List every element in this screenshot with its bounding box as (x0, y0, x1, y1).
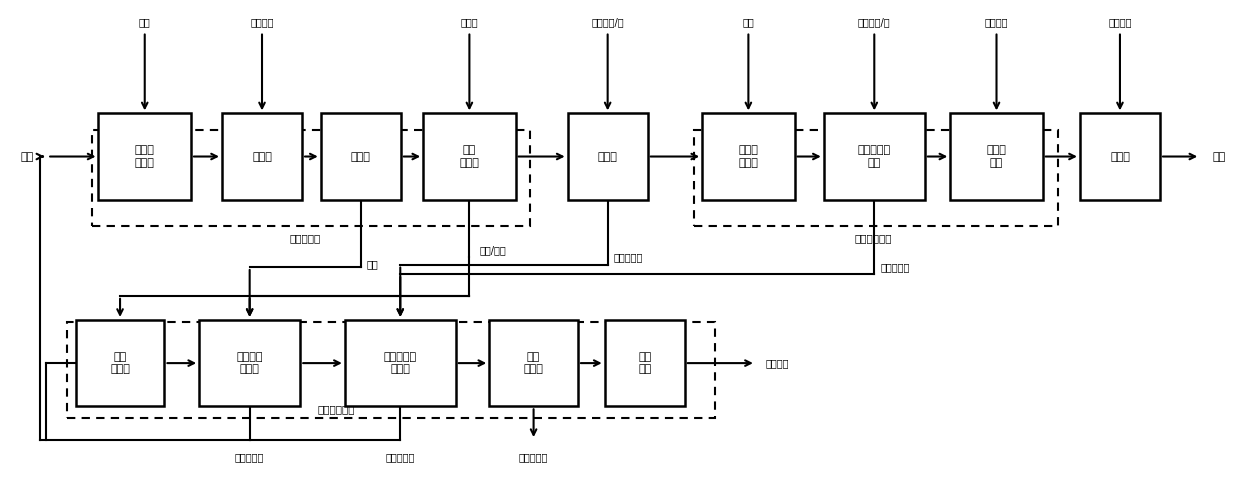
Bar (222, 113, 303, 200)
Text: 砂滤池: 砂滤池 (598, 152, 618, 161)
Text: 溶气水: 溶气水 (460, 17, 479, 27)
Text: 浮渣
脱气池: 浮渣 脱气池 (110, 352, 130, 374)
Text: 上清液回流: 上清液回流 (386, 452, 415, 462)
Text: 絮凝药剂: 絮凝药剂 (250, 17, 274, 27)
Bar (76, 320, 165, 406)
Text: 加氯消毒: 加氯消毒 (985, 17, 1008, 27)
Bar (98, 113, 191, 200)
Bar (950, 113, 1043, 200)
Text: 污泥脱水: 污泥脱水 (765, 358, 789, 368)
Bar (694, 130, 1058, 226)
Text: 消毒接
触池: 消毒接 触池 (987, 145, 1007, 168)
Text: 清水池: 清水池 (1110, 152, 1130, 161)
Text: 反冲洗排水: 反冲洗排水 (614, 252, 644, 262)
Text: 深度处理模块: 深度处理模块 (854, 233, 892, 243)
Text: 臭氧: 臭氧 (139, 17, 150, 27)
Text: 排泥: 排泥 (367, 260, 378, 270)
Text: 加氯消毒: 加氯消毒 (1109, 17, 1132, 27)
Text: 絮凝池: 絮凝池 (351, 152, 371, 161)
Text: 上清液外排: 上清液外排 (518, 452, 548, 462)
Text: 臭氧: 臭氧 (743, 17, 754, 27)
Text: 预处理模块: 预处理模块 (290, 233, 321, 243)
Text: 污泥
储池: 污泥 储池 (639, 352, 651, 374)
Text: 反冲洗水/气: 反冲洗水/气 (591, 17, 624, 27)
Bar (823, 113, 925, 200)
Text: 气浮
沉淀池: 气浮 沉淀池 (460, 145, 480, 168)
Text: 污泥处理模块: 污泥处理模块 (317, 404, 355, 414)
Bar (92, 130, 529, 226)
Text: 预臭氧
接触池: 预臭氧 接触池 (135, 145, 155, 168)
Text: 主臭氧
接触池: 主臭氧 接触池 (739, 145, 759, 168)
Bar (200, 320, 300, 406)
Bar (702, 113, 795, 200)
Bar (605, 320, 684, 406)
Text: 排泥/排渣: 排泥/排渣 (480, 245, 506, 255)
Bar (423, 113, 516, 200)
Text: 上清液回流: 上清液回流 (234, 452, 264, 462)
Text: 混合池: 混合池 (252, 152, 272, 161)
Text: 出水: 出水 (1213, 152, 1226, 161)
Bar (67, 322, 715, 418)
Bar (321, 113, 401, 200)
Text: 生物活性炭
滤池: 生物活性炭 滤池 (858, 145, 890, 168)
Bar (489, 320, 578, 406)
Bar (568, 113, 647, 200)
Text: 反冲洗水/气: 反冲洗水/气 (858, 17, 890, 27)
Text: 污泥
浓缩池: 污泥 浓缩池 (523, 352, 543, 374)
Bar (345, 320, 456, 406)
Bar (1080, 113, 1161, 200)
Text: 原水: 原水 (21, 152, 33, 161)
Text: 反冲洗废水
沉淀池: 反冲洗废水 沉淀池 (383, 352, 417, 374)
Text: 排泥排渣
沉淀池: 排泥排渣 沉淀池 (237, 352, 263, 374)
Text: 反冲洗排水: 反冲洗排水 (880, 262, 910, 272)
